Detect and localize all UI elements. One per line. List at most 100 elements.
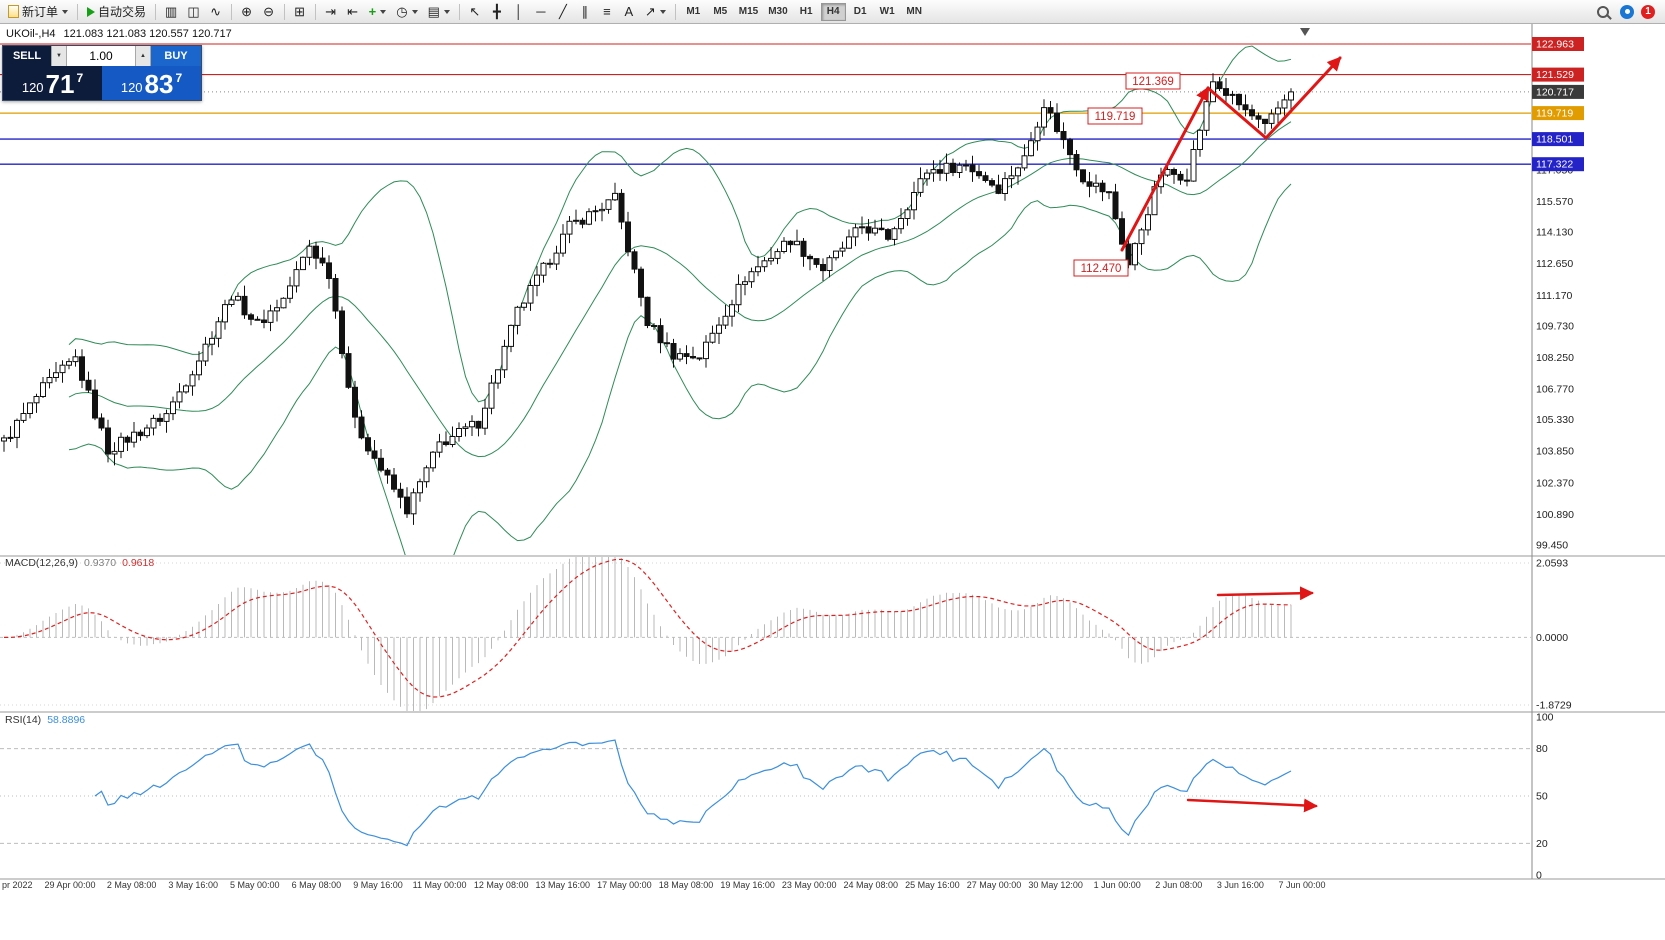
trend-arrow [1264,56,1342,140]
svg-text:6 May 08:00: 6 May 08:00 [292,880,342,890]
new-order-label: 新订单 [22,5,59,19]
timeframe-H4-button[interactable]: H4 [820,2,846,21]
macd-pane [0,557,1531,711]
new-order-button[interactable]: 新订单 [4,2,72,22]
ohlc-values: 121.083 121.083 120.557 120.717 [63,28,232,40]
line-chart-icon: ∿ [210,4,222,19]
timeframe-H1-button[interactable]: H1 [794,3,819,21]
time-axis: pr 2022 29 Apr 00:00 2 May 08:00 3 May 16:0… [2,880,1326,890]
svg-text:2.0593: 2.0593 [1536,558,1568,570]
svg-text:18 May 08:00: 18 May 08:00 [659,880,714,890]
sell-button[interactable]: SELL [3,46,51,66]
buy-price-pips: 83 [144,69,174,99]
crosshair-button[interactable]: ╋ [487,2,507,22]
volume-increase-button[interactable]: ▲ [135,46,151,66]
timeframe-M30-button[interactable]: M30 [764,3,791,21]
svg-text:25 May 16:00: 25 May 16:00 [905,880,960,890]
auto-scroll-button[interactable]: ⇤ [343,2,363,22]
timeframe-D1-button[interactable]: D1 [848,3,873,21]
indicators-button[interactable]: + [365,2,391,22]
price-annotation-box [1087,107,1143,125]
svg-text:23 May 00:00: 23 May 00:00 [782,880,837,890]
fibonacci-icon: ≡ [603,4,611,19]
horizontal-line-button[interactable]: ─ [531,2,551,22]
macd-signal-value: 0.9618 [122,557,155,569]
timeframe-M15-button[interactable]: M15 [735,3,762,21]
zoom-out-button[interactable]: ⊖ [259,2,279,22]
svg-text:100: 100 [1536,712,1554,724]
rsi-line [94,739,1292,847]
trendline-icon: ╱ [558,4,567,19]
templates-icon: ▤ [427,4,440,19]
svg-text:3 May 16:00: 3 May 16:00 [168,880,218,890]
tile-windows-button[interactable]: ⊞ [290,2,310,22]
bar-chart-button[interactable]: ▥ [161,2,181,22]
candles-layer [1,73,1294,525]
chart-canvas[interactable]: 117.050115.570114.130112.650111.170109.7… [0,24,1665,940]
macd-signal-line [4,558,1291,698]
annotations-layer[interactable]: 121.369 119.719 112.470 [1073,72,1181,277]
rsi-pane [0,739,1531,847]
price-axis: 117.050115.570114.130112.650111.170109.7… [1532,37,1584,882]
chart-shift-button[interactable]: ⇥ [321,2,341,22]
svg-text:99.450: 99.450 [1536,540,1568,552]
community-icon[interactable] [1620,4,1634,19]
toolbar-separator [155,3,157,20]
dropdown-caret-icon [443,9,450,14]
buy-button[interactable]: BUY [151,46,201,66]
timeframe-M5-button[interactable]: M5 [708,3,733,21]
crosshair-icon: ╋ [492,4,501,19]
sell-price[interactable]: 120 71 7 [3,66,102,100]
svg-text:121.369: 121.369 [1132,76,1174,88]
dropdown-caret-icon [411,9,418,14]
indicators-icon: + [368,4,377,19]
fibonacci-button[interactable]: ≡ [597,2,617,22]
timeframe-MN-button[interactable]: MN [902,3,927,21]
price-tag [1532,37,1584,51]
price-tag [1532,84,1584,99]
zoom-in-button[interactable]: ⊕ [237,2,257,22]
cursor-button[interactable]: ↖ [465,2,485,22]
toolbar-separator [458,3,460,20]
trendline-button[interactable]: ╱ [553,2,573,22]
toolbar-separator [674,3,676,20]
volume-decrease-button[interactable]: ▼ [51,46,67,66]
symbol-period-label: UKOil-,H4 [6,28,56,40]
svg-text:11 May 00:00: 11 May 00:00 [413,880,467,890]
periods-button[interactable]: ◷ [392,2,421,22]
templates-button[interactable]: ▤ [424,2,454,22]
line-chart-button[interactable]: ∿ [206,2,226,22]
notification-badge[interactable]: 1 [1641,4,1655,19]
dropdown-caret-icon [380,9,387,14]
sell-price-whole: 120 [21,79,44,95]
autotrading-button[interactable]: 自动交易 [83,2,150,22]
volume-input[interactable] [67,46,135,66]
timeframe-M1-button[interactable]: M1 [681,3,706,21]
buy-price[interactable]: 120 83 7 [102,66,201,100]
vertical-line-button[interactable]: │ [509,2,529,22]
search-icon [1597,5,1609,18]
search-button[interactable] [1593,2,1613,22]
text-button[interactable]: A [619,2,639,22]
trend-arrows-layer[interactable] [1120,56,1342,813]
price-annotation-box [1073,259,1129,277]
chart-shift-icon: ⇥ [325,4,337,19]
svg-text:19 May 16:00: 19 May 16:00 [720,880,775,890]
channel-button[interactable]: ∥ [575,2,595,22]
sell-price-point: 7 [76,71,84,85]
arrow-tool-button[interactable]: ↗ [641,2,670,22]
svg-text:3 Jun 16:00: 3 Jun 16:00 [1217,880,1264,890]
svg-text:12 May 08:00: 12 May 08:00 [474,880,529,890]
trend-arrow [1206,86,1268,140]
svg-text:-1.8729: -1.8729 [1536,700,1572,712]
svg-text:119.719: 119.719 [1095,111,1136,123]
trend-arrow [1186,798,1318,813]
toolbar-separator [314,3,316,20]
buy-price-whole: 120 [120,79,143,95]
svg-text:112.470: 112.470 [1081,263,1122,275]
timeframe-W1-button[interactable]: W1 [875,3,900,21]
rsi-name: RSI(14) [5,714,42,726]
svg-text:0.0000: 0.0000 [1536,632,1568,644]
candlestick-chart-button[interactable]: ◫ [183,2,203,22]
svg-text:30 May 12:00: 30 May 12:00 [1028,880,1083,890]
